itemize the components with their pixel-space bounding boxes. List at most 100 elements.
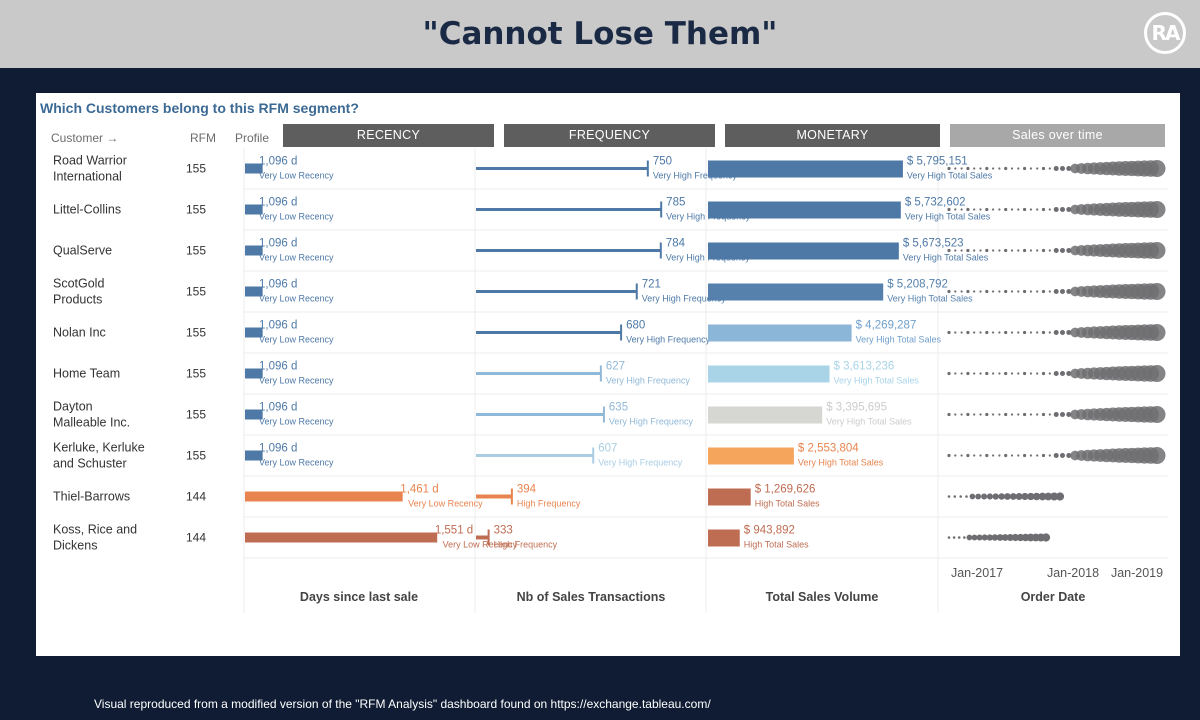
recency-class-label: Very Low Recency xyxy=(259,294,334,304)
customer-name: Dayton Malleable Inc. xyxy=(53,400,130,430)
sales-dot xyxy=(1060,207,1065,212)
customer-column-header[interactable]: Customer → xyxy=(51,131,118,145)
sales-dot xyxy=(1010,208,1014,211)
recency-class-label: Very Low Recency xyxy=(259,212,334,222)
sales-dot xyxy=(1036,290,1039,293)
customer-name: Littel-Collins xyxy=(53,203,121,217)
sales-dot xyxy=(1017,372,1020,375)
sales-dot xyxy=(1066,166,1072,171)
sales-dot xyxy=(966,289,970,294)
sales-dot xyxy=(1050,492,1059,501)
sales-dot xyxy=(1036,413,1039,416)
sales-dot xyxy=(1023,289,1027,294)
customer-name: Thiel-Barrows xyxy=(53,490,130,504)
frequency-class-label: Very High Frequency xyxy=(606,376,691,386)
frequency-value-label: 680 xyxy=(626,320,645,332)
sales-dot xyxy=(1017,290,1020,293)
footer-note: Visual reproduced from a modified versio… xyxy=(94,697,711,711)
sales-dot xyxy=(1004,371,1008,376)
time-tick-label: Jan-2017 xyxy=(951,566,1003,580)
sales-dot xyxy=(1023,207,1027,212)
frequency-value-label: 784 xyxy=(666,238,686,250)
sales-dot xyxy=(979,290,982,293)
sales-dot xyxy=(998,413,1001,416)
sales-dot xyxy=(1010,331,1014,334)
recency-class-label: Very Low Recency xyxy=(259,335,334,345)
recency-class-label: Very Low Recency xyxy=(443,540,518,550)
customer-name: ScotGold Products xyxy=(53,277,104,307)
sales-dot xyxy=(998,493,1005,500)
frequency-value-label: 394 xyxy=(517,484,537,496)
sales-dot xyxy=(1041,330,1046,335)
recency-value-label: 1,096 d xyxy=(259,279,297,291)
sales-dot xyxy=(979,208,982,211)
rfm-column-header: RFM xyxy=(190,131,216,145)
recency-bar xyxy=(245,532,438,543)
sales-dot xyxy=(1010,167,1014,170)
sales-dot xyxy=(1015,492,1023,501)
frequency-class-label: Very High Frequency xyxy=(642,294,727,304)
sales-dot xyxy=(998,454,1001,457)
sales-dot xyxy=(966,248,970,253)
sales-dot xyxy=(1038,492,1047,501)
monetary-class-label: Very High Total Sales xyxy=(887,294,973,304)
sales-dot xyxy=(1053,412,1059,417)
sales-dot xyxy=(960,413,963,416)
monetary-value-label: $ 5,795,151 xyxy=(907,156,968,168)
sales-dot xyxy=(985,453,989,458)
recency-bar xyxy=(245,409,263,420)
monetary-bar xyxy=(708,283,884,301)
frequency-value-label: 627 xyxy=(606,361,625,373)
sales-dot xyxy=(992,290,995,293)
recency-bar xyxy=(245,450,263,461)
sales-dot xyxy=(1048,167,1051,170)
sales-dot xyxy=(954,454,957,457)
sales-dot xyxy=(1148,242,1166,259)
recency-class-label: Very Low Recency xyxy=(259,253,334,263)
sales-dot xyxy=(1004,207,1008,212)
frequency-band: FREQUENCY xyxy=(504,124,715,147)
recency-value-label: 1,096 d xyxy=(259,238,297,250)
sales-dot xyxy=(1036,372,1039,375)
sales-dot xyxy=(985,412,989,417)
sales-dot xyxy=(985,289,989,294)
title-bar: "Cannot Lose Them" RA xyxy=(0,0,1200,68)
sales-dot xyxy=(996,534,1004,541)
monetary-bar xyxy=(708,365,830,383)
sales-dot xyxy=(1023,248,1027,253)
sales-dot xyxy=(1029,208,1032,211)
rfm-score: 155 xyxy=(186,244,206,258)
sales-dot xyxy=(1041,371,1046,376)
sales-dot xyxy=(1044,492,1053,501)
recency-value-label: 1,551 d xyxy=(435,525,473,537)
monetary-bar xyxy=(708,324,852,342)
recency-class-label: Very Low Recency xyxy=(408,499,483,509)
sales-dot xyxy=(954,249,957,252)
monetary-bar xyxy=(708,447,794,465)
frequency-value-label: 721 xyxy=(642,279,661,291)
sales-dot xyxy=(1148,324,1166,341)
sales-dot xyxy=(1010,413,1014,416)
frequency-value-label: 333 xyxy=(494,525,513,537)
recency-axis-title: Days since last sale xyxy=(300,590,418,604)
monetary-class-label: Very High Total Sales xyxy=(826,417,912,427)
monetary-value-label: $ 2,553,804 xyxy=(798,443,859,455)
sales-dot xyxy=(992,413,995,416)
time-tick-label: Jan-2018 xyxy=(1047,566,1099,580)
monetary-class-label: Very High Total Sales xyxy=(856,335,942,345)
monetary-value-label: $ 5,673,523 xyxy=(903,238,964,250)
monetary-class-label: Very High Total Sales xyxy=(903,253,989,263)
sales-dot xyxy=(981,493,988,500)
customer-name: Road Warrior International xyxy=(53,154,127,184)
customer-name: QualServe xyxy=(53,244,112,258)
recency-value-label: 1,096 d xyxy=(259,197,297,209)
sales-dot xyxy=(1029,331,1032,334)
sales-dot xyxy=(1041,289,1046,294)
recency-bar xyxy=(245,327,263,338)
sales-dot xyxy=(960,167,963,170)
rfm-score: 155 xyxy=(186,285,206,299)
monetary-bar xyxy=(708,406,823,424)
sales-dot xyxy=(1029,454,1032,457)
frequency-class-label: Very High Frequency xyxy=(653,171,738,181)
sales-dot xyxy=(966,412,970,417)
